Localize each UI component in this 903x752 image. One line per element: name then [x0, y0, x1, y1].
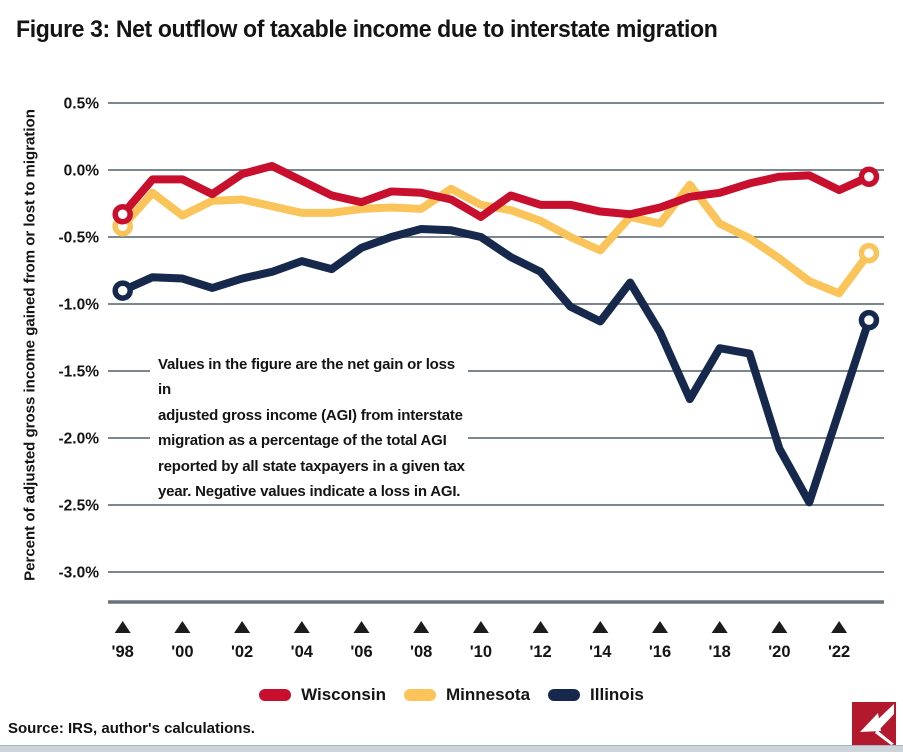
chart-legend: Wisconsin Minnesota Illinois: [0, 681, 903, 709]
series-line-illinois: [118, 224, 873, 507]
x-tick-label: '98: [112, 643, 134, 661]
x-tick-label: '04: [291, 643, 314, 661]
logo-tail: [875, 730, 894, 745]
y-tick-label: 0.0%: [64, 163, 100, 180]
legend-item-illinois: Illinois: [548, 685, 644, 705]
legend-label: Illinois: [590, 685, 644, 704]
x-tick-label: '22: [828, 643, 850, 661]
x-tick-marker-icon: [532, 621, 549, 633]
y-tick-label: -0.5%: [59, 230, 100, 247]
y-tick-label: -2.5%: [59, 498, 100, 515]
line-chart: 0.5% 0.0% -0.5% -1.0% -1.5% -2.0% -2.5% -3.0% '9…: [59, 96, 884, 661]
x-tick-marker-icon: [353, 621, 370, 633]
x-tick-label: '12: [529, 643, 551, 661]
series-line-wisconsin: [118, 161, 873, 221]
annotation-line: Values in the figure are the net gain or…: [158, 356, 455, 399]
figure-title: Figure 3: Net outflow of taxable income …: [16, 16, 718, 43]
x-tick-label: '14: [589, 643, 612, 661]
y-tick-label: -3.0%: [59, 565, 100, 582]
annotation-line: migration as a percentage of the total A…: [158, 432, 447, 450]
legend-item-wisconsin: Wisconsin: [259, 685, 386, 705]
logo-band: [873, 704, 894, 730]
legend-item-minnesota: Minnesota: [403, 685, 531, 705]
x-tick-label: '02: [231, 643, 253, 661]
x-tick-label: '16: [649, 643, 671, 661]
x-tick-marker-icon: [234, 621, 251, 633]
x-tick-marker-icon: [592, 621, 609, 633]
annotation-line: year. Negative values indicate a loss in…: [158, 483, 461, 501]
annotation-line: adjusted gross income (AGI) from interst…: [158, 406, 463, 424]
y-tick-label: -1.5%: [59, 364, 100, 381]
x-tick-marker-icon: [652, 621, 668, 633]
x-tick-marker-icon: [413, 621, 430, 633]
x-tick-marker-icon: [711, 621, 728, 633]
x-tick-label: '00: [171, 643, 193, 661]
x-tick-marker-icon: [831, 621, 848, 633]
endpoint-marker-wisconsin: [858, 166, 880, 187]
x-tick-marker-icon: [293, 621, 310, 633]
x-tick-label: '20: [768, 643, 790, 661]
y-tick-label: 0.5%: [64, 96, 100, 113]
source-note: Source: IRS, author's calculations.: [8, 720, 255, 737]
x-tick-label: '18: [709, 643, 731, 661]
x-tick-marker-icon: [771, 621, 788, 633]
annotation-line: reported by all state taxpayers in a giv…: [158, 457, 465, 475]
bottom-divider-bar: [0, 745, 903, 752]
logo-arrowhead: [860, 713, 881, 732]
legend-label: Wisconsin: [301, 685, 386, 704]
endpoint-marker-illinois: [112, 280, 133, 301]
x-tick-label: '10: [470, 643, 492, 661]
x-tick-label: '06: [350, 643, 372, 661]
publisher-logo-icon: [852, 702, 896, 746]
endpoint-marker-wisconsin: [112, 203, 133, 225]
x-tick-marker-icon: [472, 621, 489, 633]
wisconsin-swatch-icon: [259, 689, 292, 701]
minnesota-swatch-icon: [403, 689, 436, 701]
y-tick-label: -2.0%: [59, 431, 100, 448]
endpoint-marker-illinois: [858, 309, 880, 331]
y-tick-label: -1.0%: [59, 297, 100, 314]
x-tick-label: '08: [410, 643, 432, 661]
x-tick-marker-icon: [174, 621, 191, 633]
illinois-swatch-icon: [548, 689, 581, 701]
endpoint-marker-minnesota: [858, 242, 880, 264]
annotation-box: Values in the figure are the net gain or…: [150, 347, 468, 500]
x-tick-marker-icon: [114, 621, 131, 633]
legend-label: Minnesota: [445, 685, 531, 704]
